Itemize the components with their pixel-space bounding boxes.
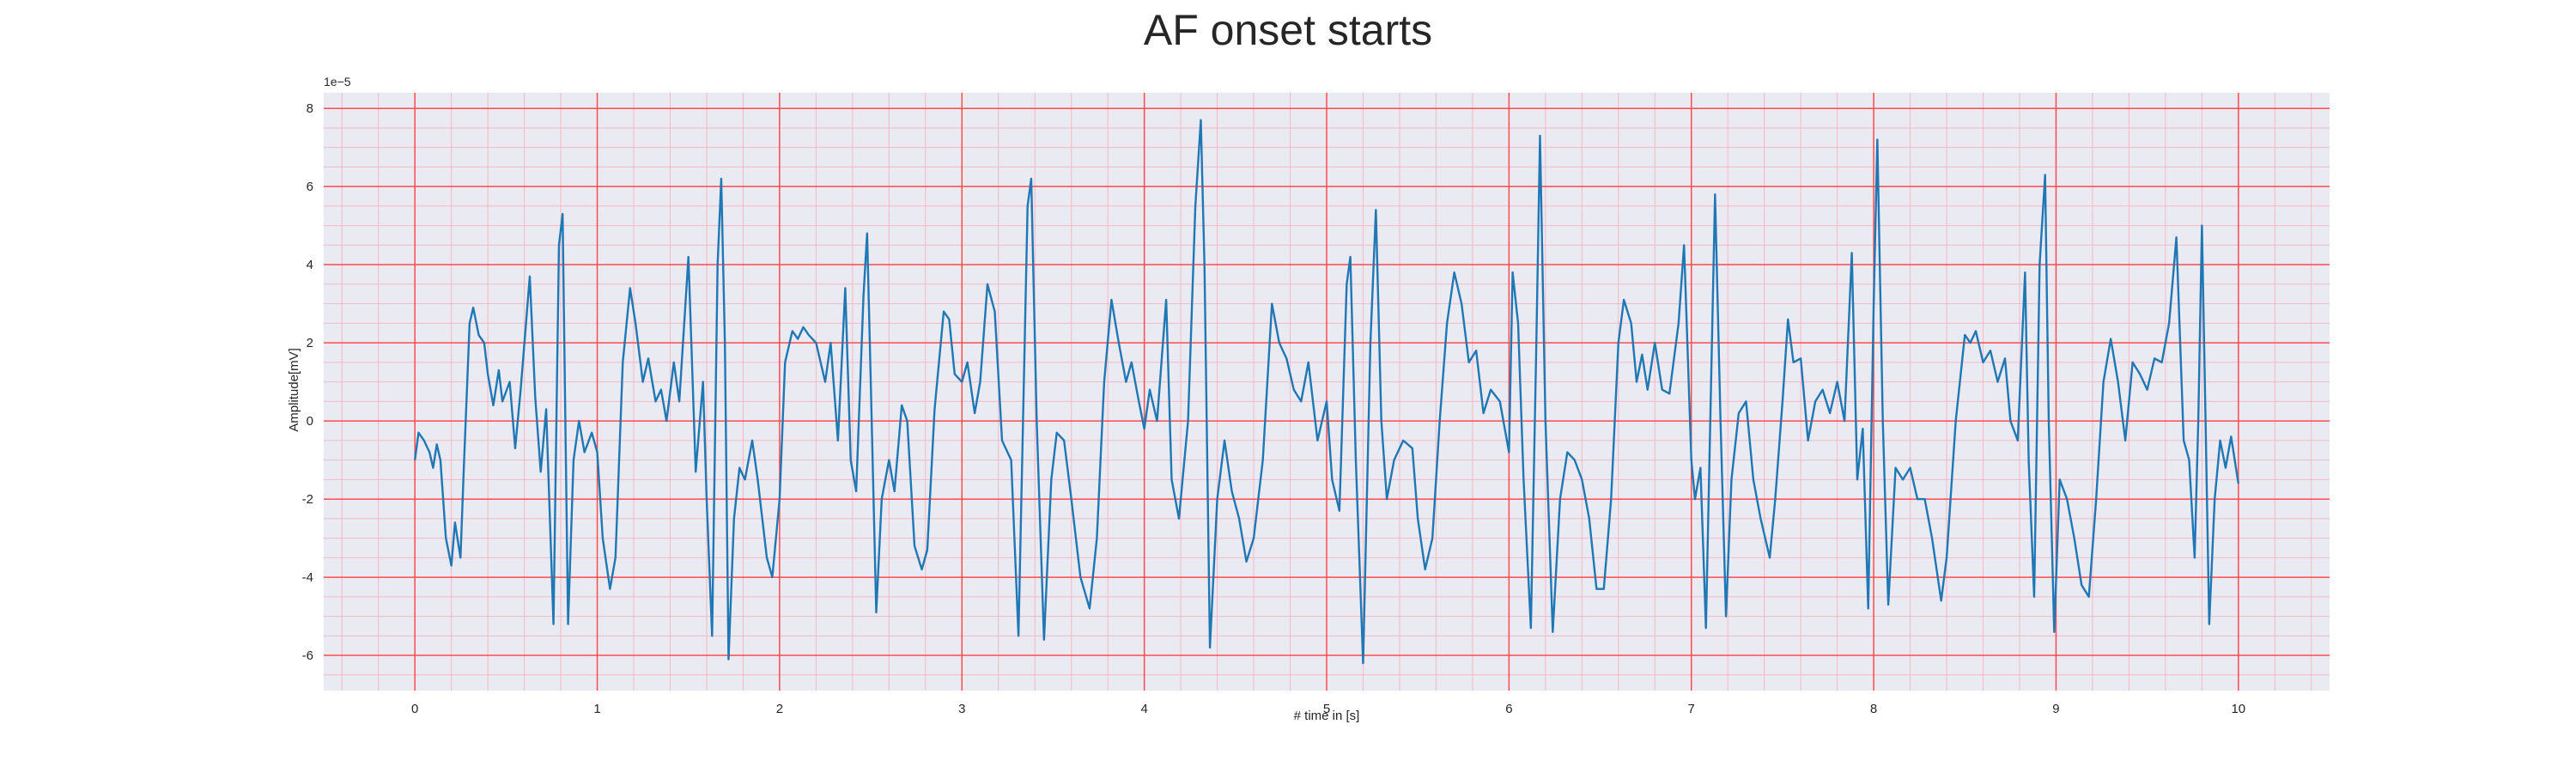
y-tick-label: -2 (302, 492, 313, 507)
chart-title: AF onset starts (1144, 6, 1432, 54)
y-tick-label: 4 (307, 258, 313, 272)
y-tick-label: -4 (302, 570, 313, 585)
y-tick-label: 2 (307, 336, 313, 350)
y-tick-label: -6 (302, 648, 313, 663)
y-tick-label: 6 (307, 180, 313, 194)
x-tick-label: 0 (411, 702, 418, 716)
x-tick-label: 6 (1505, 702, 1512, 716)
y-tick-label: 8 (307, 101, 313, 116)
y-offset-text: 1e−5 (324, 75, 351, 88)
y-tick-label: 0 (307, 414, 313, 429)
x-tick-label: 10 (2231, 702, 2245, 716)
x-axis-label: # time in [s] (1294, 709, 1360, 723)
x-tick-label: 8 (1870, 702, 1877, 716)
y-axis-label: Amplitude[mV] (287, 348, 301, 432)
x-tick-label: 5 (1323, 702, 1330, 716)
x-tick-label: 1 (593, 702, 600, 716)
signal-line (413, 119, 2240, 665)
x-tick-label: 7 (1688, 702, 1695, 716)
x-tick-label: 4 (1140, 702, 1147, 716)
x-tick-label: 3 (958, 702, 965, 716)
x-tick-label: 2 (776, 702, 783, 716)
x-tick-label: 9 (2052, 702, 2059, 716)
